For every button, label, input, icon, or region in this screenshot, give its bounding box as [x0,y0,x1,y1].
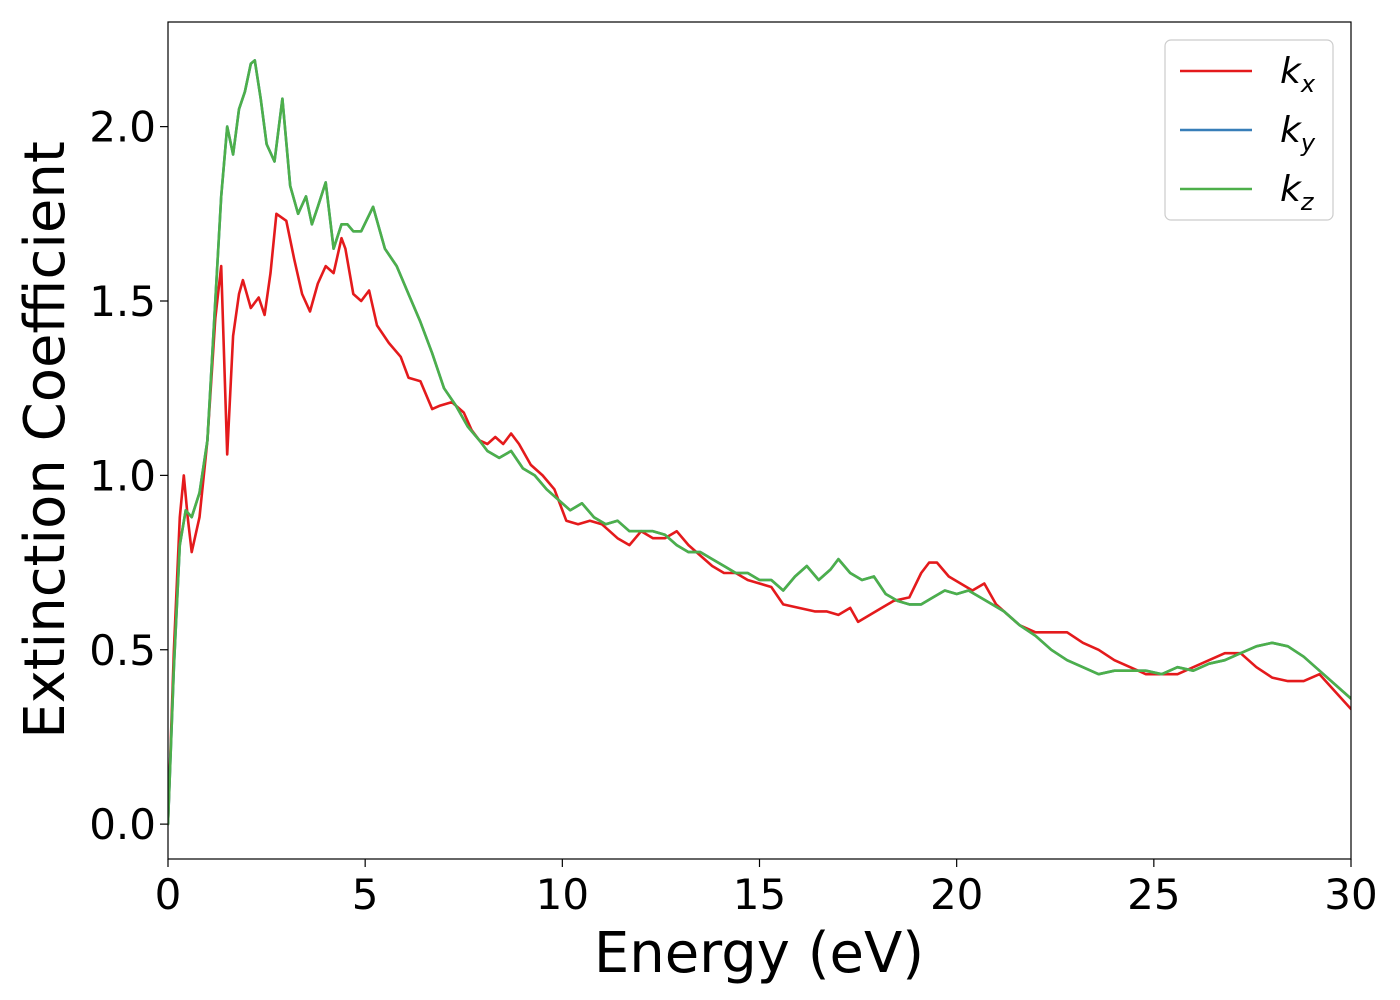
y-tick-label: 2.0 [89,103,156,152]
y-tick-label: 0.0 [89,800,156,849]
series-line-x [168,212,1351,826]
x-tick-label: 20 [930,870,983,919]
legend-label-base: k [1280,51,1303,92]
legend-label-subscript: z [1300,188,1315,216]
legend-label-base: k [1280,110,1303,151]
x-tick-label: 5 [352,870,379,919]
x-axis-label: Energy (eV) [594,921,924,986]
series-layer [168,59,1351,826]
y-axis-label: Extinction Coefficient [13,141,78,739]
x-tick-label: 0 [155,870,182,919]
legend-label-y: ky [1280,110,1316,157]
x-tick-label: 10 [536,870,589,919]
x-tick-label: 15 [733,870,786,919]
x-axis: 0 5 10 15 20 25 30 [155,859,1378,919]
x-tick-label: 25 [1127,870,1180,919]
legend-label-subscript: y [1300,129,1316,157]
legend-label-subscript: x [1300,70,1316,98]
legend-label-base: k [1280,169,1303,210]
y-axis: 0.0 0.5 1.0 1.5 2.0 [89,103,168,849]
plot-area [168,22,1351,859]
legend-label-z: kz [1280,169,1315,216]
legend-label-x: kx [1280,51,1316,98]
y-tick-label: 1.0 [89,451,156,500]
x-tick-label: 30 [1324,870,1377,919]
y-tick-label: 0.5 [89,626,156,675]
y-tick-label: 1.5 [89,277,156,326]
series-line-z [168,59,1351,826]
